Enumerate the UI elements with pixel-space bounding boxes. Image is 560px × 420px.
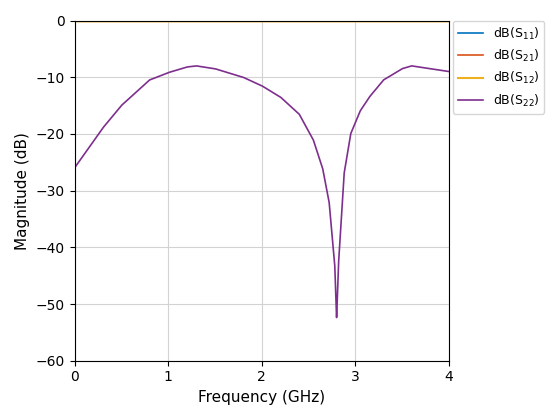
dB(S$_{21}$) xyxy=(379,18,386,23)
dB(S$_{11}$) xyxy=(71,18,78,23)
dB(S$_{22}$) xyxy=(379,79,386,84)
dB(S$_{22}$) xyxy=(333,315,340,320)
dB(S$_{21}$) xyxy=(71,18,78,23)
dB(S$_{21}$) xyxy=(296,18,302,23)
dB(S$_{11}$) xyxy=(214,18,221,23)
dB(S$_{12}$) xyxy=(71,19,78,24)
Line: dB(S$_{22}$): dB(S$_{22}$) xyxy=(74,66,449,318)
dB(S$_{21}$) xyxy=(315,18,321,23)
dB(S$_{12}$) xyxy=(379,19,386,24)
dB(S$_{12}$) xyxy=(351,19,357,24)
dB(S$_{12}$) xyxy=(214,19,221,24)
dB(S$_{22}$) xyxy=(408,63,415,68)
dB(S$_{11}$) xyxy=(379,18,386,23)
dB(S$_{12}$) xyxy=(315,19,321,24)
dB(S$_{22}$) xyxy=(315,152,321,157)
dB(S$_{11}$) xyxy=(296,18,302,23)
dB(S$_{11}$) xyxy=(351,18,357,23)
dB(S$_{22}$) xyxy=(446,69,452,74)
dB(S$_{21}$) xyxy=(446,18,452,23)
dB(S$_{12}$) xyxy=(446,19,452,24)
dB(S$_{21}$) xyxy=(214,18,221,23)
dB(S$_{22}$) xyxy=(296,111,302,116)
dB(S$_{22}$) xyxy=(139,84,146,89)
dB(S$_{21}$) xyxy=(351,18,357,23)
dB(S$_{11}$) xyxy=(315,18,321,23)
X-axis label: Frequency (GHz): Frequency (GHz) xyxy=(198,390,325,405)
dB(S$_{22}$) xyxy=(351,123,357,129)
dB(S$_{22}$) xyxy=(71,165,78,171)
Y-axis label: Magnitude (dB): Magnitude (dB) xyxy=(15,132,30,249)
dB(S$_{12}$) xyxy=(296,19,302,24)
Legend: dB(S$_{11}$), dB(S$_{21}$), dB(S$_{12}$), dB(S$_{22}$): dB(S$_{11}$), dB(S$_{21}$), dB(S$_{12}$)… xyxy=(452,21,544,114)
dB(S$_{21}$) xyxy=(139,18,146,23)
dB(S$_{11}$) xyxy=(139,18,146,23)
dB(S$_{12}$) xyxy=(139,19,146,24)
dB(S$_{22}$) xyxy=(214,67,221,72)
dB(S$_{11}$) xyxy=(446,18,452,23)
